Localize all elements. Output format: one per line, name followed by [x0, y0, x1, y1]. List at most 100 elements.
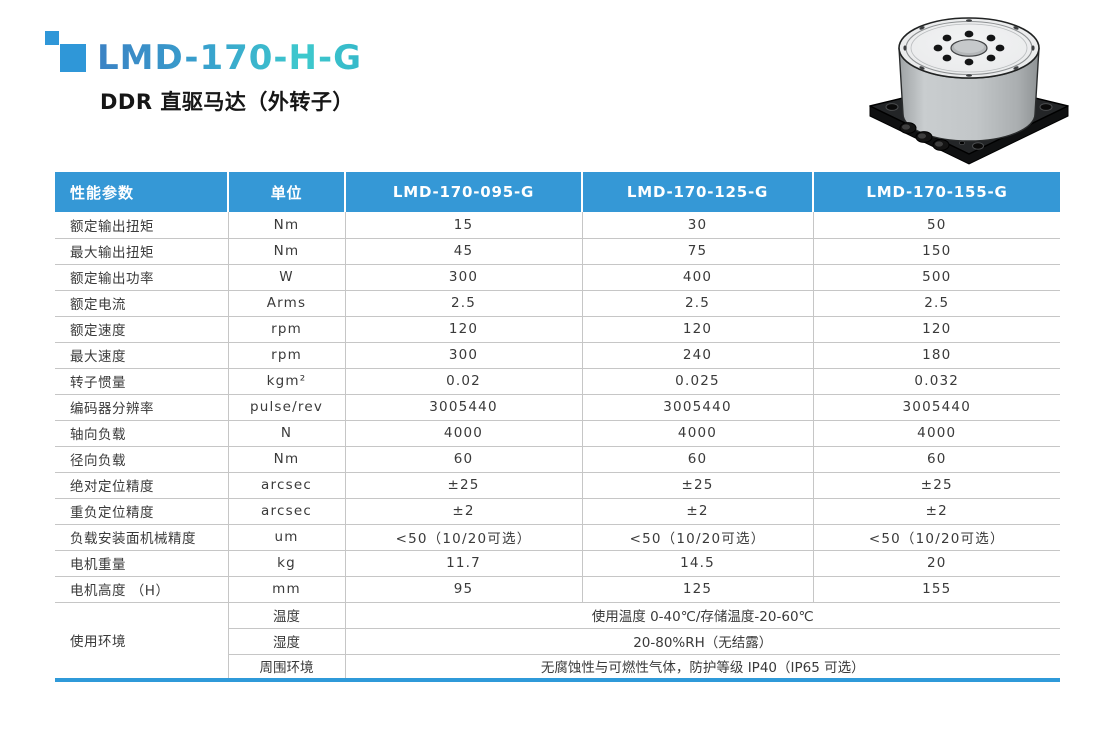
parameter-label-cell: 额定输出功率	[55, 264, 228, 291]
table-row: 最大速度 rpm 300 240 180	[55, 342, 1060, 369]
parameter-label-cell: 负载安装面机械精度	[55, 524, 228, 551]
value-cell: ±25	[812, 472, 1060, 499]
table-row: 绝对定位精度 arcsec ±25 ±25 ±25	[55, 472, 1060, 499]
unit-cell: arcsec	[227, 472, 345, 499]
table-row: 额定速度 rpm 120 120 120	[55, 316, 1060, 343]
page-title: LMD-170-H-G	[97, 38, 363, 78]
table-row: 电机高度 （H） mm 95 125 155	[55, 576, 1060, 603]
header-model-125: LMD-170-125-G	[581, 172, 813, 212]
env-sub-label-cell: 周围环境	[227, 654, 345, 680]
value-cell: 4000	[581, 420, 813, 447]
value-cell: 50	[812, 212, 1060, 239]
header-model-095: LMD-170-095-G	[344, 172, 582, 212]
value-cell: 75	[581, 238, 813, 265]
table-row: 负载安装面机械精度 um <50（10/20可选） <50（10/20可选） <50（1…	[55, 524, 1060, 551]
page-subtitle: DDR 直驱马达（外转子）	[100, 90, 354, 114]
value-cell: 300	[344, 342, 582, 369]
table-row: 最大输出扭矩 Nm 45 75 150	[55, 238, 1060, 265]
parameter-label-cell: 额定速度	[55, 316, 228, 343]
value-cell: <50（10/20可选）	[581, 524, 813, 551]
parameter-label-cell: 电机重量	[55, 550, 228, 577]
value-cell: 0.02	[344, 368, 582, 395]
value-cell: ±25	[581, 472, 813, 499]
value-cell: 11.7	[344, 550, 582, 577]
env-value-cell: 无腐蚀性与可燃性气体，防护等级 IP40（IP65 可选）	[344, 654, 1060, 680]
parameter-label-cell: 重负定位精度	[55, 498, 228, 525]
value-cell: 3005440	[344, 394, 582, 421]
table-row: 额定电流 Arms 2.5 2.5 2.5	[55, 290, 1060, 317]
value-cell: 0.025	[581, 368, 813, 395]
value-cell: 4000	[812, 420, 1060, 447]
env-sub-label-cell: 湿度	[227, 628, 345, 655]
value-cell: 120	[581, 316, 813, 343]
spec-table-header: 性能参数 单位 LMD-170-095-G LMD-170-125-G LMD-…	[55, 172, 1060, 212]
value-cell: 3005440	[812, 394, 1060, 421]
unit-cell: Nm	[227, 212, 345, 239]
table-row: 轴向负载 N 4000 4000 4000	[55, 420, 1060, 447]
header-parameter: 性能参数	[55, 172, 228, 212]
value-cell: 155	[812, 576, 1060, 603]
value-cell: 0.032	[812, 368, 1060, 395]
value-cell: 150	[812, 238, 1060, 265]
unit-cell: pulse/rev	[227, 394, 345, 421]
value-cell: 60	[812, 446, 1060, 473]
env-group-label-cell: 使用环境	[70, 634, 126, 651]
value-cell: 180	[812, 342, 1060, 369]
unit-cell: arcsec	[227, 498, 345, 525]
spec-table-body: 额定输出扭矩 Nm 15 30 50 最大输出扭矩 Nm 45 75 150 额定输出功率 W 300 4…	[55, 212, 1060, 680]
env-sub-label-cell: 温度	[227, 602, 345, 629]
unit-cell: Nm	[227, 446, 345, 473]
brand-logo-square-small	[45, 31, 59, 45]
table-row: 转子惯量 kgm² 0.02 0.025 0.032	[55, 368, 1060, 395]
unit-cell: kgm²	[227, 368, 345, 395]
unit-cell: N	[227, 420, 345, 447]
parameter-label-cell: 径向负载	[55, 446, 228, 473]
table-row: 额定输出功率 W 300 400 500	[55, 264, 1060, 291]
value-cell: 500	[812, 264, 1060, 291]
value-cell: 2.5	[344, 290, 582, 317]
value-cell: 3005440	[581, 394, 813, 421]
unit-cell: Nm	[227, 238, 345, 265]
spec-table: 性能参数 单位 LMD-170-095-G LMD-170-125-G LMD-…	[55, 172, 1060, 682]
table-row: 电机重量 kg 11.7 14.5 20	[55, 550, 1060, 577]
unit-cell: W	[227, 264, 345, 291]
value-cell: 120	[344, 316, 582, 343]
value-cell: <50（10/20可选）	[344, 524, 582, 551]
parameter-label-cell: 绝对定位精度	[55, 472, 228, 499]
value-cell: 20	[812, 550, 1060, 577]
header-row: 性能参数 单位 LMD-170-095-G LMD-170-125-G LMD-…	[55, 172, 1060, 212]
unit-cell: mm	[227, 576, 345, 603]
value-cell: 400	[581, 264, 813, 291]
unit-cell: rpm	[227, 316, 345, 343]
env-value-cell: 20-80%RH（无结露）	[344, 628, 1060, 655]
parameter-label-cell: 最大输出扭矩	[55, 238, 228, 265]
parameter-label-cell: 轴向负载	[55, 420, 228, 447]
parameter-label-cell: 额定输出扭矩	[55, 212, 228, 239]
parameter-label-cell: 电机高度 （H）	[55, 576, 228, 603]
value-cell: 60	[344, 446, 582, 473]
parameter-label-cell: 编码器分辨率	[55, 394, 228, 421]
parameter-label-cell: 最大速度	[55, 342, 228, 369]
header-model-155: LMD-170-155-G	[812, 172, 1060, 212]
unit-cell: um	[227, 524, 345, 551]
value-cell: 2.5	[581, 290, 813, 317]
value-cell: 2.5	[812, 290, 1060, 317]
table-row: 周围环境 无腐蚀性与可燃性气体，防护等级 IP40（IP65 可选）	[55, 654, 1060, 680]
value-cell: ±2	[344, 498, 582, 525]
value-cell: 60	[581, 446, 813, 473]
value-cell: 45	[344, 238, 582, 265]
table-row: 重负定位精度 arcsec ±2 ±2 ±2	[55, 498, 1060, 525]
parameter-label-cell: 转子惯量	[55, 368, 228, 395]
unit-cell: Arms	[227, 290, 345, 317]
value-cell: 15	[344, 212, 582, 239]
parameter-label-cell: 额定电流	[55, 290, 228, 317]
table-row: 湿度 20-80%RH（无结露）	[55, 628, 1060, 655]
value-cell: 240	[581, 342, 813, 369]
table-row: 使用环境 温度 使用温度 0-40℃/存储温度-20-60℃	[55, 602, 1060, 650]
motor-product-image	[869, 17, 1069, 165]
value-cell: ±2	[812, 498, 1060, 525]
header-unit: 单位	[227, 172, 345, 212]
value-cell: 120	[812, 316, 1060, 343]
env-value-cell: 使用温度 0-40℃/存储温度-20-60℃	[344, 602, 1060, 629]
